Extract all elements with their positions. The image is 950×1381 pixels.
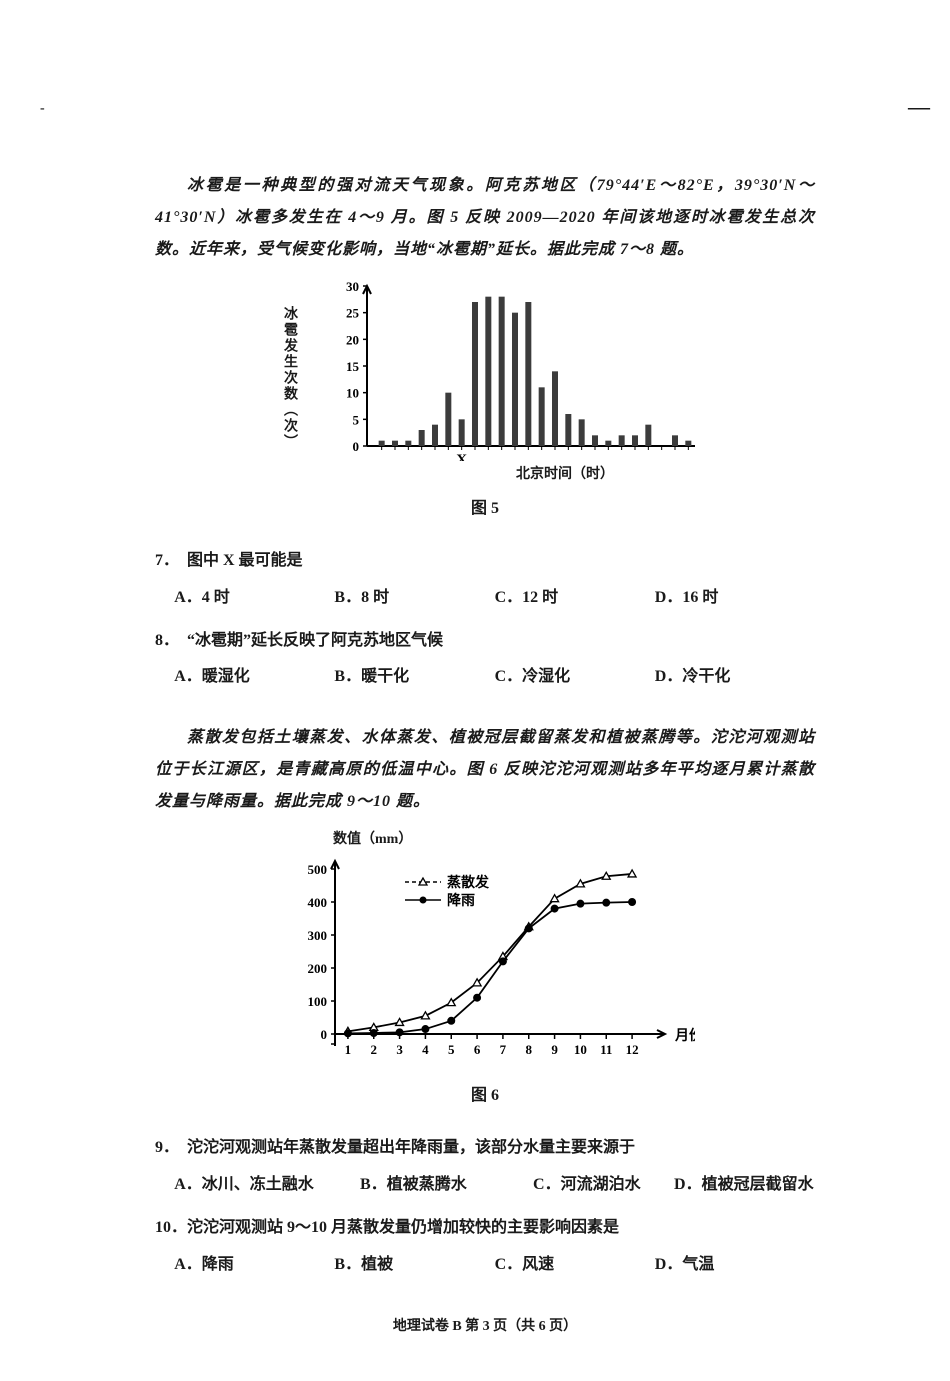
svg-text:9: 9 xyxy=(551,1042,558,1057)
svg-text:200: 200 xyxy=(308,961,328,976)
q8-opt-c[interactable]: C．冷湿化 xyxy=(495,659,655,696)
svg-text:400: 400 xyxy=(308,895,328,910)
fig5-y-axis-title: 冰雹发生次数（次） xyxy=(275,306,303,450)
svg-text:3: 3 xyxy=(396,1042,403,1057)
q8-stem: “冰雹期”延长反映了阿克苏地区气候 xyxy=(187,623,443,660)
svg-text:500: 500 xyxy=(308,862,328,877)
q8-number: 8． xyxy=(155,623,187,660)
fig5-caption: 图 5 xyxy=(275,493,695,525)
q10-opt-c[interactable]: C．风速 xyxy=(495,1247,655,1284)
passage-2: 蒸散发包括土壤蒸发、水体蒸发、植被冠层截留蒸发和植被蒸腾等。沱沱河观测站位于长江… xyxy=(155,722,815,818)
fig5-x-axis-title: 北京时间（时） xyxy=(435,461,695,489)
q9-opt-d[interactable]: D．植被冠层截留水 xyxy=(674,1167,815,1204)
q9-opt-b[interactable]: B．植被蒸腾水 xyxy=(360,1167,533,1204)
q7-opt-c[interactable]: C．12 时 xyxy=(495,580,655,617)
question-10: 10． 沱沱河观测站 9～10 月蒸散发量仍增加较快的主要影响因素是 A．降雨 … xyxy=(155,1210,815,1284)
svg-text:100: 100 xyxy=(308,994,328,1009)
q9-opt-a[interactable]: A．冰川、冻土融水 xyxy=(174,1167,360,1204)
q10-number: 10． xyxy=(155,1210,187,1247)
svg-text:2: 2 xyxy=(371,1042,378,1057)
q10-opt-b[interactable]: B．植被 xyxy=(334,1247,494,1284)
svg-text:10: 10 xyxy=(574,1042,587,1057)
fig6-caption: 图 6 xyxy=(275,1080,695,1112)
exam-page: — - 冰雹是一种典型的强对流天气现象。阿克苏地区（79°44′E～82°E，3… xyxy=(0,0,950,1381)
svg-text:11: 11 xyxy=(600,1042,612,1057)
svg-text:5: 5 xyxy=(353,412,360,427)
svg-text:降雨: 降雨 xyxy=(447,892,475,909)
q10-opt-a[interactable]: A．降雨 xyxy=(174,1247,334,1284)
q9-opt-c[interactable]: C．河流湖泊水 xyxy=(533,1167,674,1204)
page-edge-mark-left: - xyxy=(40,95,45,123)
svg-text:5: 5 xyxy=(448,1042,455,1057)
svg-text:蒸散发: 蒸散发 xyxy=(447,874,490,891)
svg-text:25: 25 xyxy=(346,306,360,321)
figure-6: 数值（mm） 0100200300400500123456789101112月份… xyxy=(275,826,695,1112)
svg-text:1: 1 xyxy=(345,1042,352,1057)
q9-stem: 沱沱河观测站年蒸散发量超出年降雨量，该部分水量主要来源于 xyxy=(187,1130,635,1167)
svg-text:0: 0 xyxy=(321,1027,328,1042)
svg-text:4: 4 xyxy=(422,1042,429,1057)
q7-opt-d[interactable]: D．16 时 xyxy=(655,580,815,617)
page-edge-mark-right: — xyxy=(908,85,930,129)
q7-number: 7． xyxy=(155,543,187,580)
q8-opt-d[interactable]: D．冷干化 xyxy=(655,659,815,696)
svg-text:8: 8 xyxy=(526,1042,533,1057)
svg-text:10: 10 xyxy=(346,386,359,401)
question-9: 9． 沱沱河观测站年蒸散发量超出年降雨量，该部分水量主要来源于 A．冰川、冻土融… xyxy=(155,1130,815,1204)
fig6-line-chart: 0100200300400500123456789101112月份蒸散发降雨 xyxy=(275,854,695,1064)
q8-opt-a[interactable]: A．暖湿化 xyxy=(174,659,334,696)
svg-text:6: 6 xyxy=(474,1042,481,1057)
question-7: 7． 图中 X 最可能是 A．4 时 B．8 时 C．12 时 D．16 时 xyxy=(155,543,815,617)
svg-text:300: 300 xyxy=(308,928,328,943)
figure-5: 冰雹发生次数（次） 0 5 10 15 20 25 30 X 北京时间（时） 图 5 xyxy=(275,276,695,525)
svg-text:30: 30 xyxy=(346,279,359,294)
svg-text:7: 7 xyxy=(500,1042,507,1057)
passage-1: 冰雹是一种典型的强对流天气现象。阿克苏地区（79°44′E～82°E，39°30… xyxy=(155,170,815,266)
question-8: 8． “冰雹期”延长反映了阿克苏地区气候 A．暖湿化 B．暖干化 C．冷湿化 D… xyxy=(155,623,815,697)
svg-text:12: 12 xyxy=(626,1042,639,1057)
fig5-bar-chart: 0 5 10 15 20 25 30 X xyxy=(307,276,695,461)
q8-opt-b[interactable]: B．暖干化 xyxy=(334,659,494,696)
svg-text:20: 20 xyxy=(346,332,359,347)
page-footer: 地理试卷 B 第 3 页（共 6 页） xyxy=(155,1313,815,1341)
q9-number: 9． xyxy=(155,1130,187,1167)
q10-stem: 沱沱河观测站 9～10 月蒸散发量仍增加较快的主要影响因素是 xyxy=(187,1210,619,1247)
q7-opt-b[interactable]: B．8 时 xyxy=(334,580,494,617)
svg-text:X: X xyxy=(456,452,467,461)
svg-text:月份: 月份 xyxy=(674,1027,695,1044)
q7-opt-a[interactable]: A．4 时 xyxy=(174,580,334,617)
svg-text:0: 0 xyxy=(353,439,360,454)
svg-text:15: 15 xyxy=(346,359,360,374)
fig6-y-unit: 数值（mm） xyxy=(333,826,695,854)
q7-stem: 图中 X 最可能是 xyxy=(187,543,303,580)
q10-opt-d[interactable]: D．气温 xyxy=(655,1247,815,1284)
